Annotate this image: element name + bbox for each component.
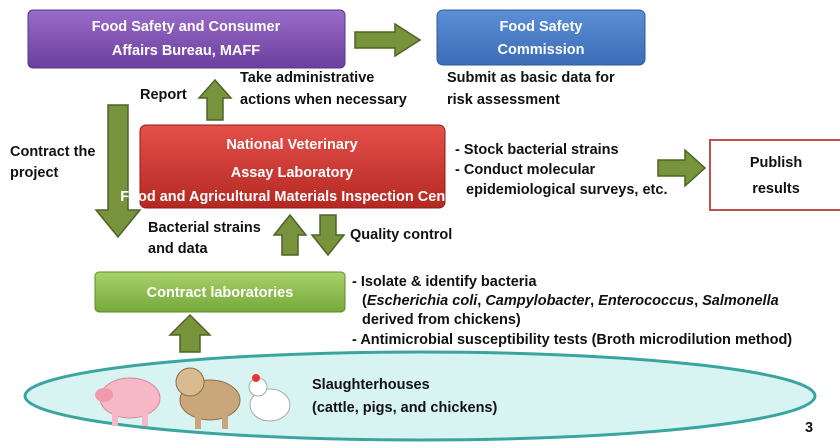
contract-labs-label: Contract laboratories [147,285,294,301]
commission-label: Commission [497,42,584,58]
lab-label: Assay Laboratory [231,165,354,181]
label: (Escherichia coli, Campylobacter, Entero… [362,293,779,309]
label: - Antimicrobial susceptibility tests (Br… [352,332,792,348]
slaughterhouse-label: (cattle, pigs, and chickens) [312,400,497,416]
lab-label: National Veterinary [226,137,357,153]
label: risk assessment [447,92,560,108]
arrow [168,313,212,353]
label: - Isolate & identify bacteria [352,274,537,290]
commission-box [436,9,646,66]
bureau-label: Food Safety and Consumer [92,19,281,35]
label: Bacterial strains [148,220,261,236]
label: - Conduct molecular [455,162,596,178]
arrow [310,214,346,257]
slaughterhouse-label: Slaughterhouses [312,377,430,393]
label: - Stock bacterial strains [455,142,619,158]
label: Contract the [10,144,95,160]
label-part: Campylobacter [485,293,591,309]
label-part: , [590,293,598,309]
pig-icon [95,377,161,426]
lab-box [139,124,446,209]
arrow [197,78,233,121]
label: and data [148,241,209,257]
label-part: Salmonella [702,293,779,309]
label: actions when necessary [240,92,407,108]
page-number: 3 [805,420,813,436]
label: Submit as basic data for [447,70,615,86]
chicken-icon [248,374,291,422]
label: Quality control [350,227,452,243]
arrow [272,213,308,256]
label-part: , [694,293,702,309]
contract-labs-box [94,271,346,313]
arrow [94,104,142,239]
label: Take administrative [240,70,374,86]
publish-label: results [752,181,800,197]
label-part: , [477,293,485,309]
commission-label: Food Safety [500,19,583,35]
bureau-label: Affairs Bureau, MAFF [112,43,260,59]
label-part: ( [362,293,367,309]
bureau-box [27,9,346,69]
label-part: Enterococcus [598,293,694,309]
publish-label: Publish [750,155,802,171]
label: derived from chickens) [362,312,521,328]
publish-box [709,139,840,211]
label: epidemiological surveys, etc. [466,182,667,198]
lab-sublabel: Food and Agricultural Materials Inspecti… [120,189,464,205]
cow-icon [175,367,241,429]
arrow [354,22,422,58]
arrow [657,148,707,188]
label-part: Escherichia coli [367,293,478,309]
label: Report [140,87,187,103]
label: project [10,165,59,181]
